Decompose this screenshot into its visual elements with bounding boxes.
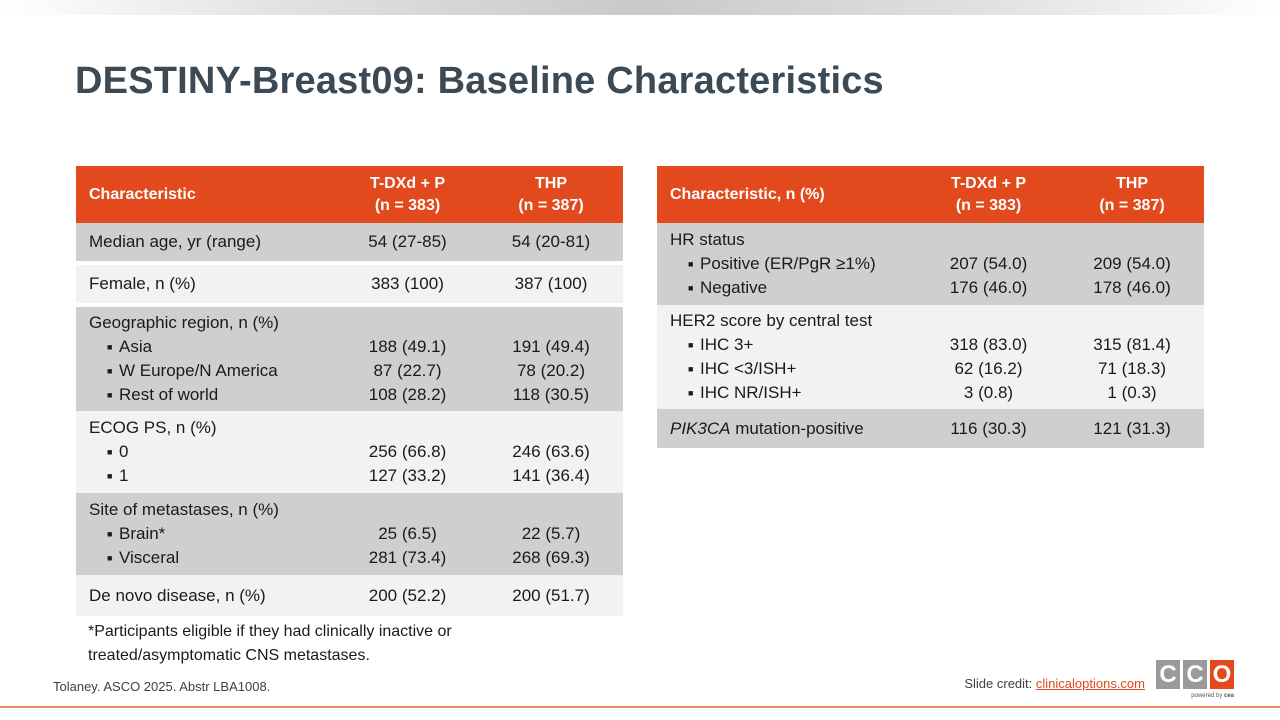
value-thp: 200 (51.7) <box>479 575 623 616</box>
value-tdxd-p: 207 (54.0) 176 (46.0) <box>917 223 1060 305</box>
row-her2-score: HER2 score by central test ■ IHC 3+ ■ IHC … <box>657 305 1204 409</box>
list-item: ■ W Europe/N America <box>107 361 278 380</box>
value-thp: 387 (100) <box>479 265 623 303</box>
logo-letter: O <box>1210 660 1234 689</box>
value-tdxd-p: 25 (6.5) 281 (73.4) <box>336 493 479 575</box>
list-item: ■ Rest of world <box>107 385 219 404</box>
header-tdxd-p: T-DXd + P (n = 383) <box>336 166 479 223</box>
logo-powered-by: powered by cea <box>1191 693 1234 699</box>
header-characteristic: Characteristic <box>76 166 336 223</box>
top-gradient-bar <box>0 0 1280 15</box>
credit-label: Slide credit: <box>964 676 1036 691</box>
list-item: ■ Visceral <box>107 548 180 567</box>
row-pik3ca: PIK3CA mutation-positive 116 (30.3) 121 … <box>657 409 1204 448</box>
value-thp: 246 (63.6) 141 (36.4) <box>479 411 623 493</box>
row-label-group: HR status ■ Positive (ER/PgR ≥1%) ■ Negati… <box>657 223 917 305</box>
list-item: ■ Brain* <box>107 524 166 543</box>
row-geographic-region: Geographic region, n (%) ■ Asia ■ W Europe… <box>76 307 623 411</box>
baseline-table-right: Characteristic, n (%) T-DXd + P (n = 383… <box>657 166 1204 448</box>
list-item: ■ IHC <3/ISH+ <box>688 359 797 378</box>
slide-title: DESTINY-Breast09: Baseline Characteristi… <box>75 60 884 102</box>
value-tdxd-p: 200 (52.2) <box>336 575 479 616</box>
row-de-novo-disease: De novo disease, n (%) 200 (52.2) 200 (5… <box>76 575 623 616</box>
value-thp: 22 (5.7) 268 (69.3) <box>479 493 623 575</box>
list-item: ■ Positive (ER/PgR ≥1%) <box>688 254 876 273</box>
logo-letter: C <box>1183 660 1207 689</box>
row-label: PIK3CA mutation-positive <box>657 409 917 448</box>
list-item: ■ 0 <box>107 442 129 461</box>
value-tdxd-p: 188 (49.1) 87 (22.7) 108 (28.2) <box>336 307 479 411</box>
footnote: *Participants eligible if they had clini… <box>88 623 452 664</box>
cco-logo: C C O powered by cea <box>1156 660 1234 706</box>
value-tdxd-p: 116 (30.3) <box>917 409 1060 448</box>
header-characteristic: Characteristic, n (%) <box>657 166 917 223</box>
row-female: Female, n (%) 383 (100) 387 (100) <box>76 265 623 303</box>
header-thp: THP (n = 387) <box>1060 166 1204 223</box>
value-thp: 121 (31.3) <box>1060 409 1204 448</box>
row-label: De novo disease, n (%) <box>76 575 336 616</box>
clinicaloptions-link[interactable]: clinicaloptions.com <box>1035 676 1145 691</box>
value-tdxd-p: 256 (66.8) 127 (33.2) <box>336 411 479 493</box>
row-median-age: Median age, yr (range) 54 (27-85) 54 (20… <box>76 223 623 261</box>
row-ecog-ps: ECOG PS, n (%) ■ 0 ■ 1 256 (66.8) 127 (33.… <box>76 411 623 493</box>
value-thp: 54 (20-81) <box>479 223 623 261</box>
value-tdxd-p: 318 (83.0) 62 (16.2) 3 (0.8) <box>917 305 1060 409</box>
header-thp: THP (n = 387) <box>479 166 623 223</box>
value-tdxd-p: 383 (100) <box>336 265 479 303</box>
row-label-group: Geographic region, n (%) ■ Asia ■ W Europe… <box>76 307 336 411</box>
baseline-table-left: Characteristic T-DXd + P (n = 383) THP (… <box>76 166 623 616</box>
list-item: ■ 1 <box>107 466 129 485</box>
value-thp: 315 (81.4) 71 (18.3) 1 (0.3) <box>1060 305 1204 409</box>
row-label: Female, n (%) <box>76 265 336 303</box>
table-header-row: Characteristic T-DXd + P (n = 383) THP (… <box>76 166 623 223</box>
list-item: ■ Negative <box>688 278 768 297</box>
logo-letter: C <box>1156 660 1180 689</box>
row-label-group: Site of metastases, n (%) ■ Brain* ■ Visce… <box>76 493 336 575</box>
value-thp: 209 (54.0) 178 (46.0) <box>1060 223 1204 305</box>
row-label-group: HER2 score by central test ■ IHC 3+ ■ IHC … <box>657 305 917 409</box>
citation: Tolaney. ASCO 2025. Abstr LBA1008. <box>53 679 271 694</box>
slide-credit: Slide credit: clinicaloptions.com <box>964 676 1145 691</box>
row-label: Median age, yr (range) <box>76 223 336 261</box>
value-thp: 191 (49.4) 78 (20.2) 118 (30.5) <box>479 307 623 411</box>
header-tdxd-p: T-DXd + P (n = 383) <box>917 166 1060 223</box>
list-item: ■ IHC 3+ <box>688 335 754 354</box>
bottom-divider <box>0 706 1280 708</box>
list-item: ■ Asia <box>107 337 153 356</box>
list-item: ■ IHC NR/ISH+ <box>688 383 802 402</box>
row-hr-status: HR status ■ Positive (ER/PgR ≥1%) ■ Negati… <box>657 223 1204 305</box>
table-header-row: Characteristic, n (%) T-DXd + P (n = 383… <box>657 166 1204 223</box>
row-site-of-metastases: Site of metastases, n (%) ■ Brain* ■ Visce… <box>76 493 623 575</box>
row-label-group: ECOG PS, n (%) ■ 0 ■ 1 <box>76 411 336 493</box>
value-tdxd-p: 54 (27-85) <box>336 223 479 261</box>
